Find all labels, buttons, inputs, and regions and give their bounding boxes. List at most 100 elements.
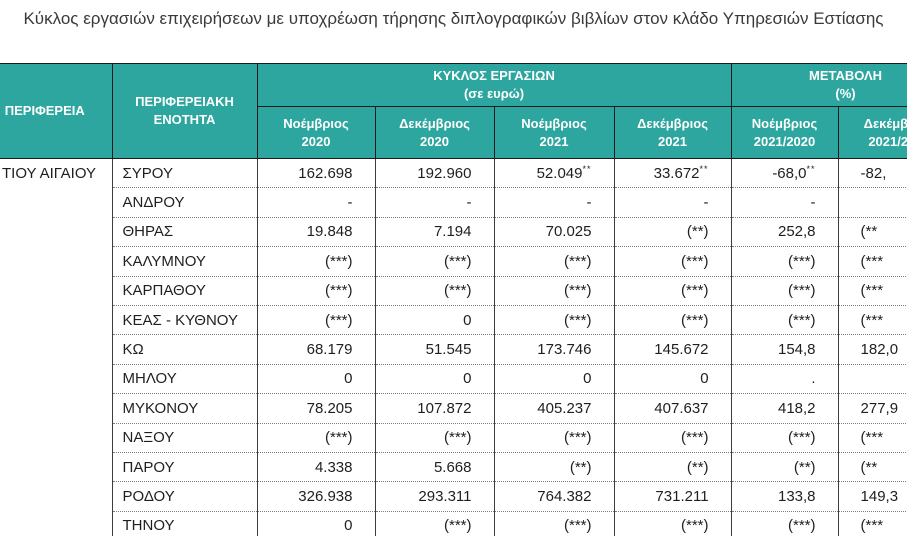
table-row: ΡΟΔΟΥ 326.938 293.311 764.382 731.211 133,8 14…: [0, 481, 907, 512]
value-cell: (***): [374, 276, 495, 306]
table-row: ΚΩ 68.179 51.545 173.746 145.672 154,8 182,0: [0, 334, 907, 365]
unit-cell: ΚΑΡΠΑΘΟΥ: [111, 276, 258, 306]
value-cell: 7.194: [374, 217, 495, 248]
footnote-marker: **: [806, 163, 816, 174]
value-cell: 133,8: [730, 481, 839, 512]
value-cell: 277,9: [837, 393, 907, 424]
unit-cell: ΝΑΞΟΥ: [111, 423, 258, 453]
value-cell: (***): [613, 305, 732, 336]
value-cell: 252,8: [730, 217, 839, 248]
header-col-4: Νοέμβριος 2021/2020: [730, 106, 839, 159]
value-cell: 0: [613, 364, 732, 395]
value-cell: 51.545: [374, 334, 495, 365]
header-col-0: Νοέμβριος 2020: [256, 106, 376, 159]
value-cell: 326.938: [256, 481, 376, 512]
value-cell: 68.179: [256, 334, 376, 365]
value-cell: 0: [256, 364, 376, 395]
value-cell: 162.698: [256, 158, 376, 189]
header-group-row: ΠΕΡΙΦΕΡΕΙΑ ΠΕΡΙΦΕΡΕΙΑΚΗ ΕΝΟΤΗΤΑ ΚΥΚΛΟΣ Ε…: [0, 63, 907, 159]
value-cell: (***): [256, 246, 376, 277]
value-cell: 0: [374, 364, 495, 395]
value-cell: 182,0: [837, 334, 907, 365]
value-cell: .: [730, 364, 839, 395]
value-cell: 192.960: [374, 158, 495, 189]
value-cell: 0: [493, 364, 615, 395]
table-row: ΘΗΡΑΣ 19.848 7.194 70.025 (**) 252,8 (**: [0, 217, 907, 248]
value-cell: (***): [493, 276, 615, 306]
turnover-table: ΠΕΡΙΦΕΡΕΙΑ ΠΕΡΙΦΕΡΕΙΑΚΗ ΕΝΟΤΗΤΑ ΚΥΚΛΟΣ Ε…: [0, 63, 907, 536]
value-cell: 0: [256, 511, 376, 536]
value-cell: [837, 364, 907, 395]
value-cell: (***): [374, 246, 495, 277]
value-cell: -: [493, 187, 615, 218]
value-cell: 78.205: [256, 393, 376, 424]
value-cell: (***): [374, 423, 495, 453]
header-month-row: Νοέμβριος 2020 Δεκέμβριος 2020 Νοέμβριος 2…: [0, 106, 907, 159]
unit-cell: ΚΕΑΣ - ΚΥΘΝΟΥ: [111, 305, 258, 336]
header-col-5: Δεκέμβριος 2021/2020: [837, 106, 907, 159]
value-cell: 70.025: [493, 217, 615, 248]
value-cell: (***): [374, 511, 495, 536]
unit-cell: ΚΩ: [111, 334, 258, 365]
value-cell: (***): [256, 305, 376, 336]
value-cell: 149,3: [837, 481, 907, 512]
table-row: ΚΑΡΠΑΘΟΥ (***) (***) (***) (***) (***) (***: [0, 276, 907, 306]
value-cell: (**): [613, 217, 732, 248]
header-change-group: ΜΕΤΑΒΟΛΗ (%): [730, 63, 907, 107]
value-cell: (***): [730, 511, 839, 536]
value-cell: 19.848: [256, 217, 376, 248]
value-cell: (***): [613, 276, 732, 306]
value-cell: 5.668: [374, 452, 495, 483]
value-cell: -68,0**: [730, 158, 839, 189]
value-cell: 33.672**: [613, 158, 732, 189]
value-cell: 107.872: [374, 393, 495, 424]
unit-cell: ΠΑΡΟΥ: [111, 452, 258, 483]
value-cell: (**): [730, 452, 839, 483]
table-row: ΤΗΝΟΥ 0 (***) (***) (***) (***) (***: [0, 511, 907, 536]
value-cell: 52.049**: [493, 158, 615, 189]
value-cell: (**): [613, 452, 732, 483]
table-row: ΜΥΚΟΝΟΥ 78.205 107.872 405.237 407.637 418,2 2…: [0, 393, 907, 424]
unit-cell: ΤΗΝΟΥ: [111, 511, 258, 536]
value-cell: (***): [256, 276, 376, 306]
value-cell: (***): [493, 305, 615, 336]
header-col-3: Δεκέμβριος 2021: [613, 106, 732, 159]
header-col-2: Νοέμβριος 2021: [493, 106, 615, 159]
value-cell: [837, 187, 907, 218]
unit-cell: ΘΗΡΑΣ: [111, 217, 258, 248]
value-cell: -82,: [837, 158, 907, 189]
value-cell: (***): [730, 305, 839, 336]
table-header: ΠΕΡΙΦΕΡΕΙΑ ΠΕΡΙΦΕΡΕΙΑΚΗ ΕΝΟΤΗΤΑ ΚΥΚΛΟΣ Ε…: [0, 63, 907, 159]
value-cell: (***: [837, 246, 907, 277]
value-cell: (***): [493, 246, 615, 277]
value-cell: 418,2: [730, 393, 839, 424]
value-cell: 4.338: [256, 452, 376, 483]
header-region: ΠΕΡΙΦΕΡΕΙΑ: [0, 63, 113, 159]
value-cell: (***): [493, 511, 615, 536]
header-col-1: Δεκέμβριος 2020: [374, 106, 495, 159]
value-cell: (***): [613, 511, 732, 536]
value-cell: 145.672: [613, 334, 732, 365]
unit-cell: ΜΗΛΟΥ: [111, 364, 258, 395]
table-row: ΠΑΡΟΥ 4.338 5.668 (**) (**) (**) (**: [0, 452, 907, 483]
value-cell: (***): [613, 246, 732, 277]
value-cell: (***): [730, 276, 839, 306]
value-cell: 405.237: [493, 393, 615, 424]
table-viewport: ΠΕΡΙΦΕΡΕΙΑ ΠΕΡΙΦΕΡΕΙΑΚΗ ΕΝΟΤΗΤΑ ΚΥΚΛΟΣ Ε…: [0, 63, 907, 536]
value-cell: -: [374, 187, 495, 218]
unit-cell: ΚΑΛΥΜΝΟΥ: [111, 246, 258, 277]
value-cell: -: [256, 187, 376, 218]
value-cell: 407.637: [613, 393, 732, 424]
value-cell: 731.211: [613, 481, 732, 512]
value-cell: -: [613, 187, 732, 218]
value-cell: (***): [730, 246, 839, 277]
table-row: ΚΑΛΥΜΝΟΥ (***) (***) (***) (***) (***) (***: [0, 246, 907, 277]
unit-cell: ΜΥΚΟΝΟΥ: [111, 393, 258, 424]
value-cell: (***): [493, 423, 615, 453]
page-title: Κύκλος εργασιών επιχειρήσεων με υποχρέωσ…: [23, 9, 884, 28]
value-cell: (***: [837, 423, 907, 453]
table-row: ΑΝΔΡΟΥ - - - - -: [0, 187, 907, 218]
table-row: ΚΕΑΣ - ΚΥΘΝΟΥ (***) 0 (***) (***) (***) (***: [0, 305, 907, 336]
footnote-marker: **: [699, 163, 709, 174]
